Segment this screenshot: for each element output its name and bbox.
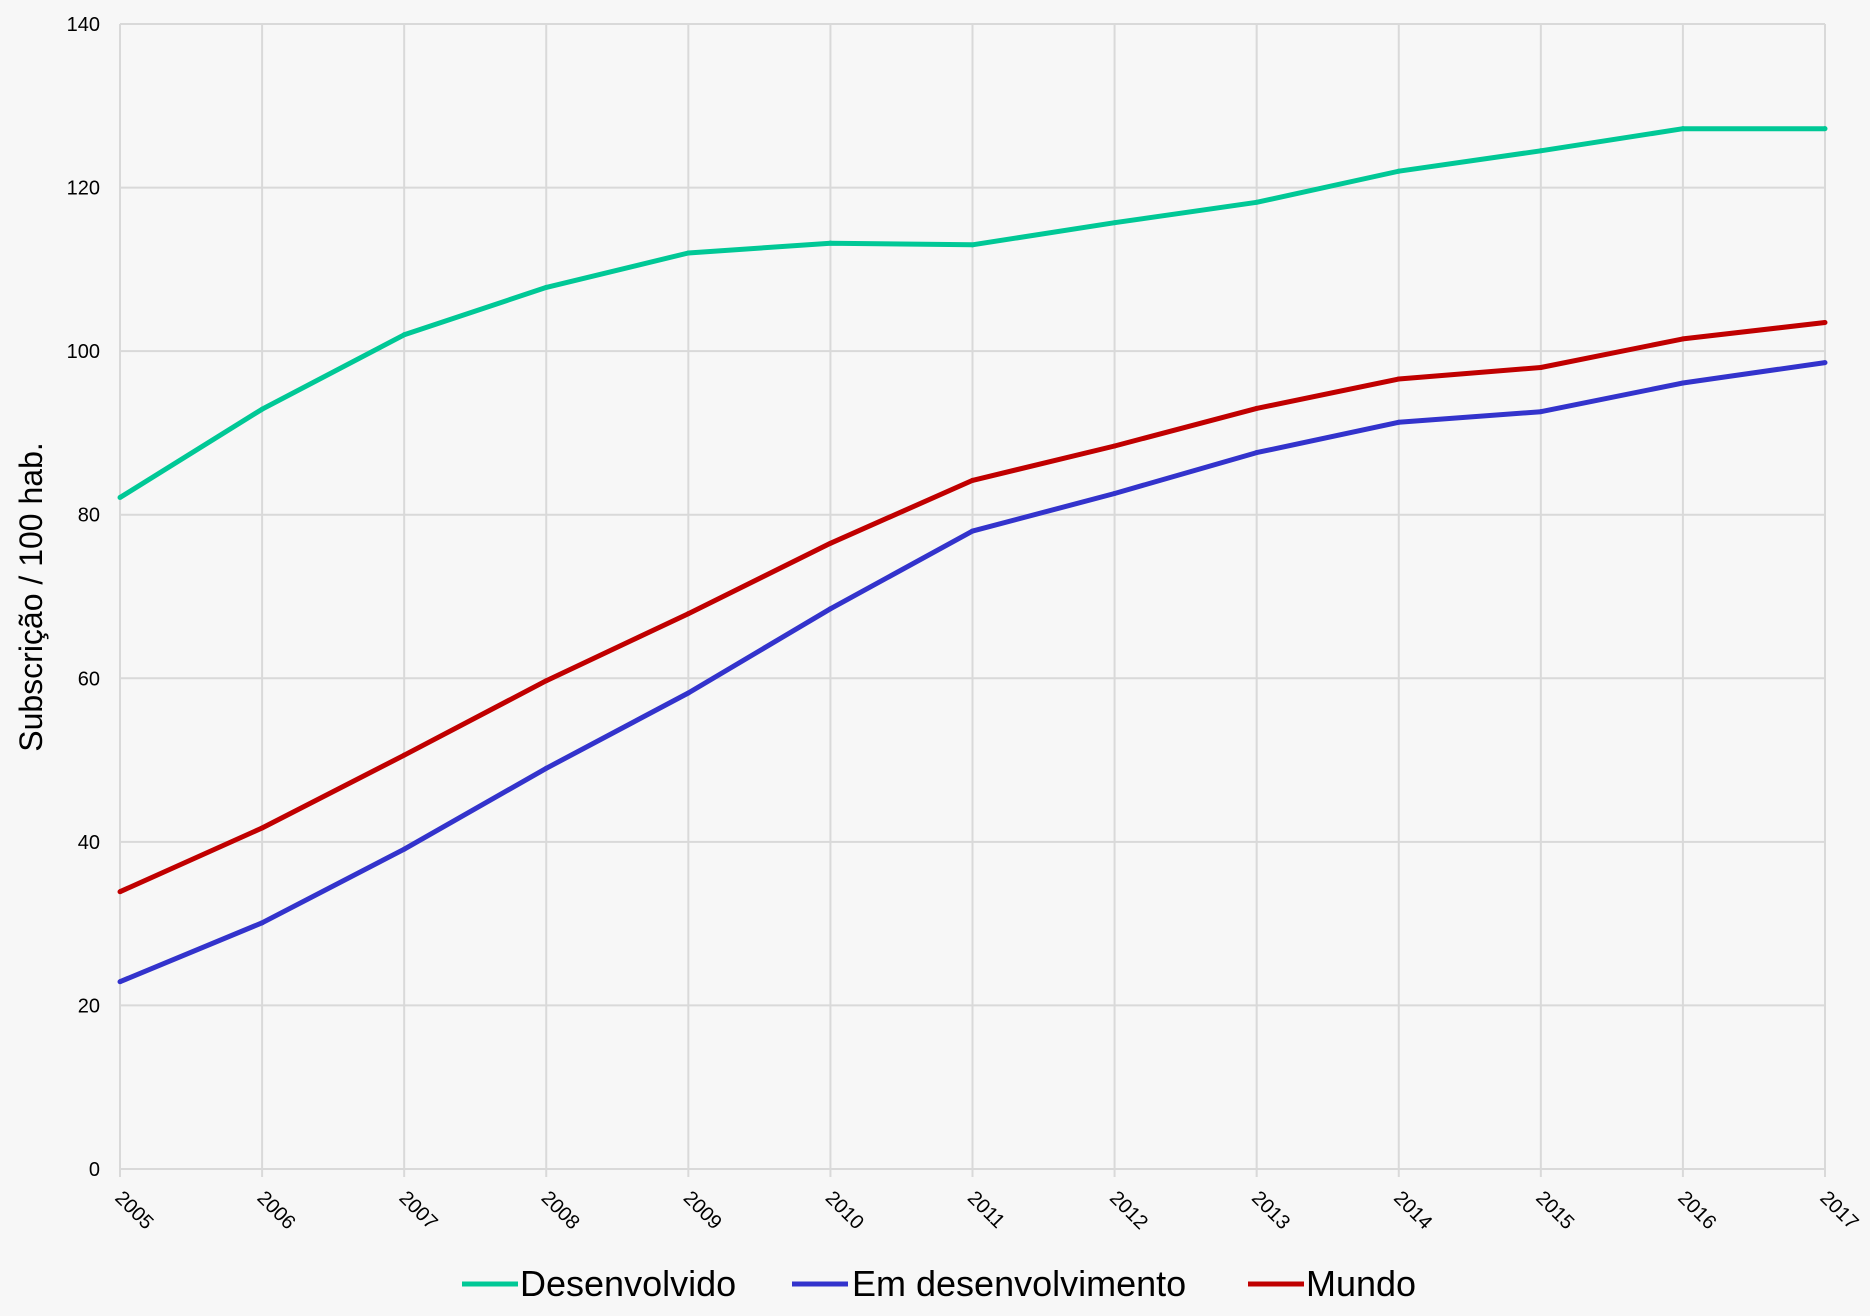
- y-axis-ticks: 0 20 40 60 80 100 120 140: [67, 14, 100, 1181]
- data-point: [543, 678, 549, 684]
- legend-label: Desenvolvido: [520, 1263, 736, 1304]
- y-tick-label: 100: [67, 341, 100, 363]
- x-tick-label: 2014: [1389, 1187, 1436, 1234]
- y-tick-label: 80: [78, 505, 100, 527]
- data-point: [1538, 365, 1544, 370]
- data-point: [401, 332, 407, 338]
- data-point: [259, 825, 265, 831]
- x-tick-label: 2006: [253, 1187, 300, 1234]
- series-lines: [117, 126, 1828, 985]
- data-point: [1396, 376, 1402, 382]
- data-point: [1538, 148, 1544, 154]
- y-tick-label: 20: [78, 995, 100, 1017]
- data-point: [970, 242, 975, 248]
- x-tick-label: 2012: [1105, 1187, 1152, 1234]
- legend-label: Mundo: [1306, 1263, 1416, 1304]
- x-tick-label: 2016: [1673, 1187, 1720, 1234]
- y-tick-label: 0: [89, 1159, 100, 1181]
- data-point: [259, 406, 265, 412]
- data-point: [1680, 380, 1686, 386]
- data-point: [970, 528, 975, 534]
- y-tick-label: 60: [78, 668, 100, 690]
- data-point: [1822, 320, 1828, 326]
- data-point: [543, 284, 549, 290]
- data-point: [827, 606, 833, 612]
- data-point: [685, 611, 691, 617]
- legend-item: Em desenvolvimento: [792, 1263, 1186, 1304]
- data-point: [401, 752, 407, 758]
- x-tick-label: 2010: [821, 1187, 868, 1234]
- legend-item: Mundo: [1248, 1263, 1416, 1304]
- data-point: [401, 846, 407, 852]
- legend-item: Desenvolvido: [462, 1263, 736, 1304]
- x-tick-label: 2015: [1531, 1187, 1578, 1234]
- data-point: [1538, 409, 1544, 415]
- data-point: [117, 889, 123, 895]
- data-point: [1396, 419, 1402, 425]
- x-tick-label: 2009: [679, 1187, 726, 1234]
- data-point: [259, 920, 265, 926]
- x-tick-label: 2008: [537, 1187, 584, 1234]
- x-axis-ticks: 2005 2006 2007 2008 2009 2010 2011 2012 2013 2014…: [110, 1187, 1862, 1234]
- data-point: [970, 477, 975, 483]
- data-point: [1396, 168, 1402, 174]
- y-tick-label: 120: [67, 178, 100, 200]
- grid: [119, 23, 1826, 1177]
- data-point: [1254, 405, 1260, 411]
- x-tick-label: 2013: [1247, 1187, 1294, 1234]
- x-tick-label: 2017: [1815, 1187, 1862, 1234]
- data-point: [1254, 450, 1260, 456]
- data-point: [1822, 126, 1828, 132]
- x-tick-label: 2005: [110, 1187, 157, 1234]
- legend: Desenvolvido Em desenvolvimento Mundo: [462, 1263, 1416, 1304]
- data-point: [1680, 336, 1686, 342]
- x-tick-label: 2007: [395, 1187, 442, 1234]
- legend-label: Em desenvolvimento: [852, 1263, 1186, 1304]
- data-point: [1254, 199, 1260, 205]
- y-tick-label: 40: [78, 832, 100, 854]
- data-point: [117, 979, 123, 985]
- data-point: [827, 240, 833, 246]
- data-point: [685, 250, 691, 256]
- data-point: [1822, 360, 1828, 366]
- data-point: [685, 690, 691, 696]
- data-point: [543, 765, 549, 771]
- data-point: [1112, 490, 1118, 496]
- data-point: [827, 540, 833, 546]
- x-tick-label: 2011: [963, 1187, 1009, 1233]
- y-tick-label: 140: [67, 14, 100, 36]
- data-point: [1680, 126, 1686, 132]
- data-point: [1112, 220, 1118, 226]
- y-axis-label: Subscrição / 100 hab.: [13, 442, 49, 752]
- data-point: [117, 495, 123, 501]
- data-point: [1112, 443, 1118, 449]
